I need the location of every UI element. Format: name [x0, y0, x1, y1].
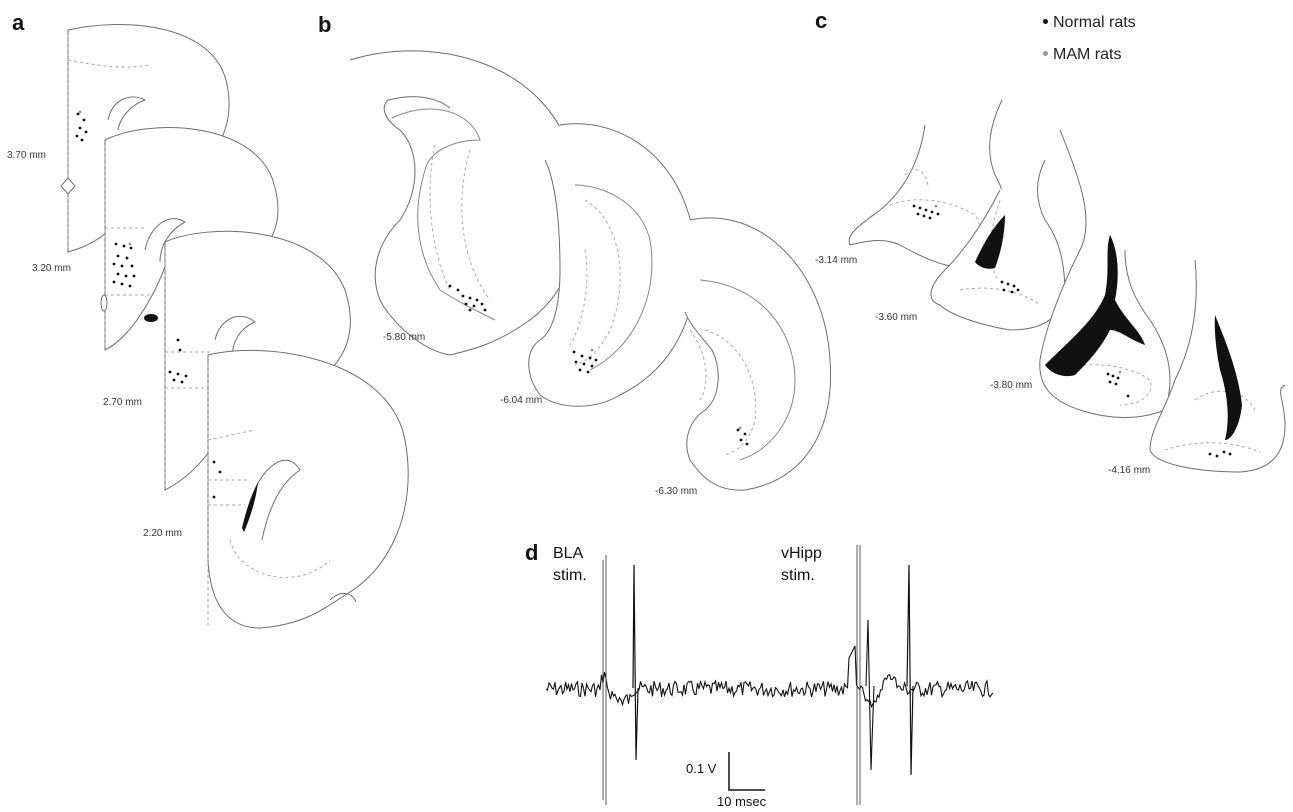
vhipp-stim-line1: vHipp [781, 545, 822, 562]
panel-a-sections [60, 24, 409, 629]
depth-label: -4.16 mm [1108, 465, 1151, 476]
legend-label: Normal rats [1053, 14, 1136, 31]
panel-c-sections [848, 99, 1286, 473]
vhipp-stim-label: vHipp stim. [781, 543, 822, 587]
recording-sites [75, 112, 1232, 499]
depth-label: -6.04 mm [500, 395, 543, 406]
legend-dot-icon [1043, 51, 1048, 57]
scale-bar [728, 752, 765, 791]
depth-label: -6.30 mm [655, 486, 698, 497]
depth-label: -5.80 mm [383, 332, 426, 343]
legend-mam-rats: MAM rats [1043, 46, 1121, 64]
voltage-trace [545, 545, 994, 805]
legend-normal-rats: Normal rats [1043, 14, 1136, 32]
legend-dot-icon [1043, 19, 1048, 25]
panel-b-label: b [318, 12, 332, 37]
panel-a-label: a [12, 10, 25, 35]
legend-label: MAM rats [1053, 46, 1122, 63]
dark-structures [144, 215, 1242, 532]
depth-label: 3.70 mm [7, 150, 46, 161]
bla-stim-line1: BLA [553, 545, 584, 562]
bla-stim-line2: stim. [553, 567, 587, 584]
panel-b-sections [349, 50, 832, 491]
depth-label: -3.14 mm [815, 255, 858, 266]
bla-stim-label: BLA stim. [553, 543, 587, 587]
depth-label: 2.70 mm [103, 397, 142, 408]
scale-bar-vertical-label: 0.1 V [686, 761, 717, 776]
depth-label: -3.80 mm [990, 380, 1033, 391]
recording-sites-mam [78, 110, 1122, 430]
vhipp-stim-line2: stim. [781, 567, 815, 584]
panel-c-label: c [815, 8, 828, 33]
depth-label: 3.20 mm [32, 263, 71, 274]
panel-d-label: d [525, 540, 539, 565]
depth-label: 2.20 mm [143, 528, 182, 539]
depth-label: -3.60 mm [875, 312, 918, 323]
scale-bar-horizontal-label: 10 msec [717, 794, 767, 809]
